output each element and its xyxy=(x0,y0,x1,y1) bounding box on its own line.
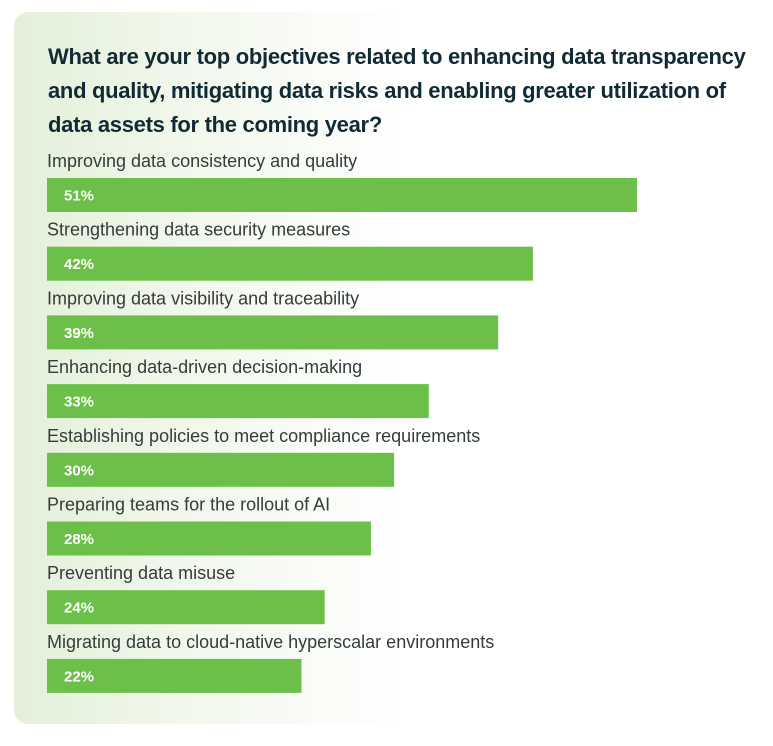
category-label: Improving data visibility and traceabili… xyxy=(47,288,359,308)
category-label: Enhancing data-driven decision-making xyxy=(47,357,362,377)
bar-value-label: 39% xyxy=(64,325,94,342)
bar-value-label: 22% xyxy=(64,668,94,685)
category-label: Strengthening data security measures xyxy=(47,220,350,240)
category-label: Migrating data to cloud-native hyperscal… xyxy=(47,632,494,652)
category-label: Preparing teams for the rollout of AI xyxy=(47,495,330,515)
bar-value-label: 33% xyxy=(64,394,94,411)
bar xyxy=(47,178,637,212)
bar-value-label: 51% xyxy=(64,188,94,205)
bar xyxy=(47,246,533,281)
bar xyxy=(47,384,429,419)
category-label: Establishing policies to meet compliance… xyxy=(47,426,480,446)
category-label: Improving data consistency and quality xyxy=(47,151,357,171)
bar-value-label: 42% xyxy=(64,256,94,273)
bar xyxy=(47,452,395,487)
bar xyxy=(47,521,371,556)
chart-title: What are your top objectives related to … xyxy=(48,44,746,137)
bar xyxy=(47,315,499,350)
category-label: Preventing data misuse xyxy=(47,563,235,583)
bar-value-label: 24% xyxy=(64,600,94,617)
bar-value-label: 28% xyxy=(64,531,94,548)
bar-value-label: 30% xyxy=(64,462,94,479)
bar xyxy=(47,590,325,625)
bar xyxy=(47,658,302,693)
